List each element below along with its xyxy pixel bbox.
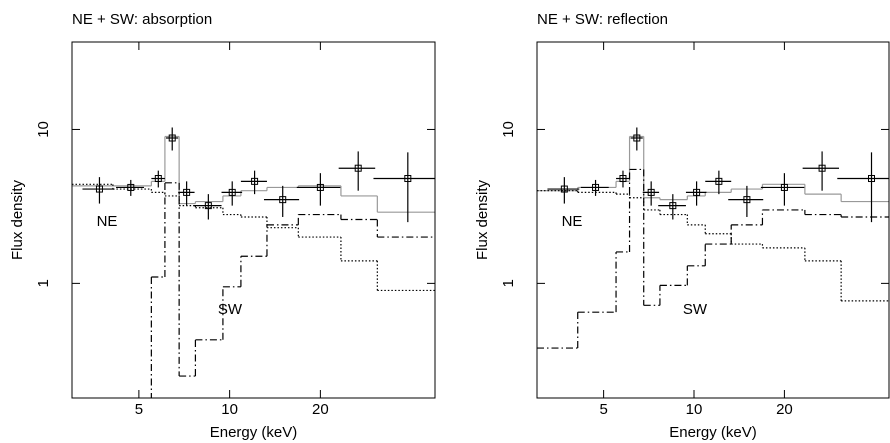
series-label: NE bbox=[562, 213, 583, 230]
data-point bbox=[279, 196, 287, 204]
data-point bbox=[868, 175, 876, 183]
data-point bbox=[633, 134, 641, 142]
series-label: SW bbox=[683, 301, 708, 318]
x-axis-label: Energy (keV) bbox=[210, 424, 298, 441]
data-point bbox=[251, 177, 259, 185]
data-point bbox=[780, 183, 788, 191]
x-tick-label: 20 bbox=[776, 401, 793, 418]
x-tick-label: 10 bbox=[686, 401, 703, 418]
data-point bbox=[354, 164, 362, 172]
data-point bbox=[715, 177, 723, 185]
data-point bbox=[560, 185, 568, 193]
y-tick-label: 1 bbox=[35, 279, 52, 287]
data-point bbox=[592, 183, 600, 191]
data-point bbox=[316, 183, 324, 191]
data-point bbox=[619, 175, 627, 183]
data-point bbox=[404, 175, 412, 183]
x-axis-label: Energy (keV) bbox=[669, 424, 757, 441]
data-point bbox=[743, 196, 751, 204]
x-tick-label: 5 bbox=[135, 401, 143, 418]
data-point bbox=[204, 202, 212, 210]
series-label: NE bbox=[97, 213, 118, 230]
chart-title: NE + SW: absorption bbox=[72, 11, 212, 28]
panel: NE + SW: reflection Energy (keV) Flux dens… bbox=[474, 11, 890, 441]
data-point bbox=[183, 188, 191, 196]
x-tick-label: 20 bbox=[312, 401, 329, 418]
plot-frame bbox=[71, 41, 436, 399]
x-tick-label: 10 bbox=[221, 401, 238, 418]
data-point bbox=[95, 185, 103, 193]
data-point bbox=[168, 134, 176, 142]
data-point bbox=[669, 202, 677, 210]
data-point bbox=[818, 164, 826, 172]
plot-frame bbox=[536, 41, 890, 399]
data-point bbox=[127, 183, 135, 191]
y-axis-label: Flux density bbox=[474, 179, 491, 260]
x-tick-label: 5 bbox=[599, 401, 607, 418]
data-point bbox=[154, 175, 162, 183]
y-tick-label: 1 bbox=[500, 279, 517, 287]
plot-area bbox=[537, 127, 889, 349]
series-label: SW bbox=[218, 301, 243, 318]
plot-area bbox=[72, 127, 435, 398]
data-point bbox=[693, 188, 701, 196]
data-point bbox=[228, 188, 236, 196]
y-tick-label: 10 bbox=[500, 121, 517, 138]
chart-title: NE + SW: reflection bbox=[537, 11, 668, 28]
data-point bbox=[647, 188, 655, 196]
y-tick-label: 10 bbox=[35, 121, 52, 138]
y-axis-label: Flux density bbox=[9, 179, 26, 260]
panel: NE + SW: absorption Energy (keV) Flux dens… bbox=[9, 11, 436, 441]
